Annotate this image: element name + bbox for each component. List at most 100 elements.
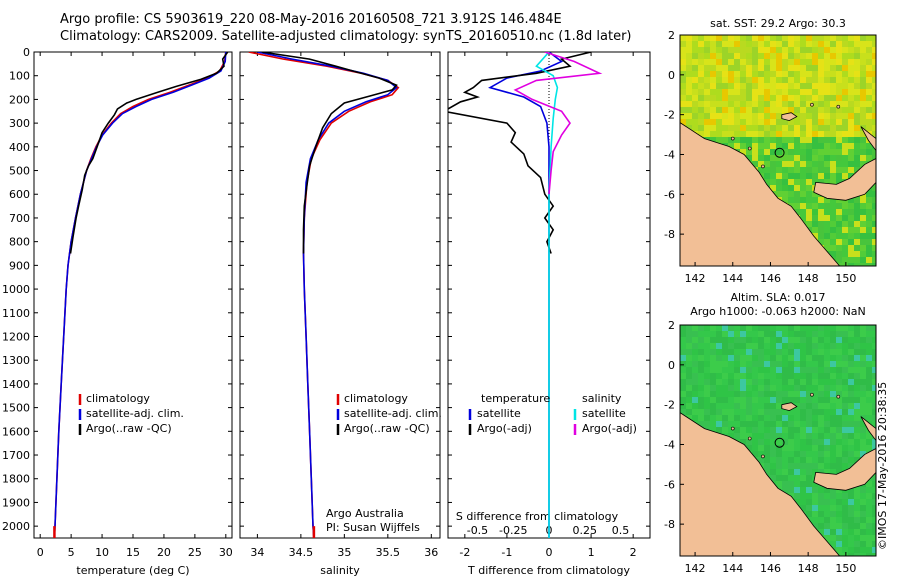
sst-map-cell xyxy=(692,35,698,41)
sst-map-cell xyxy=(716,47,722,53)
sst-map-cell xyxy=(764,65,770,71)
sla-map-cell xyxy=(812,439,818,445)
sst-map-cell xyxy=(866,113,872,119)
sst-map-cell xyxy=(752,125,758,131)
sst-map-cell xyxy=(836,155,842,161)
sst-map-cell xyxy=(800,197,806,203)
sla-map-cell xyxy=(866,439,872,445)
sst-map-cell xyxy=(872,185,876,191)
sla-map-cell xyxy=(782,373,788,379)
sla-map-cell xyxy=(704,409,710,415)
sst-map-cell xyxy=(812,101,818,107)
sst-map-cell xyxy=(812,173,818,179)
sst-map-cell xyxy=(770,149,776,155)
sla-map-cell xyxy=(698,337,704,343)
sst-map-cell xyxy=(848,71,854,77)
sla-map-cell xyxy=(686,379,692,385)
sst-map-cell xyxy=(872,119,876,125)
sla-map-cell xyxy=(788,385,794,391)
sla-map-cell xyxy=(854,499,860,505)
sst-map-cell xyxy=(860,53,866,59)
sst-map-cell xyxy=(818,131,824,137)
sst-map-cell xyxy=(818,173,824,179)
sst-map-cell xyxy=(830,137,836,143)
sst-map-cell xyxy=(836,239,842,245)
sla-map-cell xyxy=(752,367,758,373)
sla-map-cell xyxy=(818,493,824,499)
sla-map-cell xyxy=(854,505,860,511)
argo-australia-label: Argo Australia xyxy=(326,507,404,520)
sla-map-cell xyxy=(788,337,794,343)
sla-map-cell xyxy=(818,499,824,505)
sst-map-cell xyxy=(824,173,830,179)
sla-map-cell xyxy=(740,415,746,421)
sla-map-cell xyxy=(812,511,818,517)
sla-map-cell xyxy=(836,529,842,535)
sst-map-cell xyxy=(704,131,710,137)
sla-map-cell xyxy=(800,397,806,403)
sst-map-cell xyxy=(836,77,842,83)
sla-map-cell xyxy=(734,385,740,391)
sst-map-cell xyxy=(752,53,758,59)
sla-map-cell xyxy=(680,397,686,403)
sla-map-cell xyxy=(836,469,842,475)
sla-map-cell xyxy=(836,523,842,529)
sla-map-cell xyxy=(848,487,854,493)
small-island xyxy=(730,136,735,141)
sst-map-cell xyxy=(830,89,836,95)
sla-map-cell xyxy=(842,421,848,427)
sst-map-cell xyxy=(824,83,830,89)
sst-map-cell xyxy=(782,107,788,113)
sst-map-cell xyxy=(836,143,842,149)
sst-map-cell xyxy=(752,155,758,161)
sla-map-cell xyxy=(746,397,752,403)
sst-map-cell xyxy=(824,131,830,137)
sla-map-cell xyxy=(764,349,770,355)
sla-map-cell xyxy=(818,505,824,511)
sst-map-cell xyxy=(824,41,830,47)
sst-map-cell xyxy=(782,155,788,161)
sla-map-cell xyxy=(704,331,710,337)
sst-map-cell xyxy=(716,95,722,101)
sla-map-cell xyxy=(860,373,866,379)
sla-map-cell xyxy=(860,385,866,391)
y-tick-label: 1000 xyxy=(2,283,30,296)
sst-map-cell xyxy=(866,83,872,89)
sst-map-cell xyxy=(830,143,836,149)
sst-map-cell xyxy=(716,83,722,89)
small-island xyxy=(747,146,752,151)
sst-map-cell xyxy=(830,209,836,215)
sst-map-cell xyxy=(770,83,776,89)
sla-map-cell xyxy=(776,403,782,409)
sst-map-cell xyxy=(836,41,842,47)
sla-map-cell xyxy=(854,541,860,547)
sst-map-cell xyxy=(710,89,716,95)
sst-map-cell xyxy=(848,173,854,179)
sla-map-cell xyxy=(854,361,860,367)
manus-island xyxy=(781,402,798,412)
sla-map-cell xyxy=(770,415,776,421)
sla-map-cell xyxy=(704,421,710,427)
sla-map-cell xyxy=(806,487,812,493)
sst-map-cell xyxy=(806,203,812,209)
sla-map-cell xyxy=(776,349,782,355)
sla-map-cell xyxy=(836,391,842,397)
sst-map-cell xyxy=(680,71,686,77)
sst-map-cell xyxy=(842,119,848,125)
sst-map-cell xyxy=(866,119,872,125)
sla-map-cell xyxy=(782,415,788,421)
sla-map-cell xyxy=(782,481,788,487)
salinity-legend-label: satellite-adj. clim. xyxy=(344,407,442,420)
sla-map-cell xyxy=(854,373,860,379)
sla-map-cell xyxy=(830,337,836,343)
sst-map-cell xyxy=(830,59,836,65)
sla-map-cell xyxy=(836,367,842,373)
sst-map-cell xyxy=(848,83,854,89)
sla-map-cell xyxy=(830,385,836,391)
sla-map-cell xyxy=(764,397,770,403)
sst-map-cell xyxy=(836,173,842,179)
sla-map-cell xyxy=(788,421,794,427)
sst-map-cell xyxy=(764,77,770,83)
sla-map-cell xyxy=(770,385,776,391)
